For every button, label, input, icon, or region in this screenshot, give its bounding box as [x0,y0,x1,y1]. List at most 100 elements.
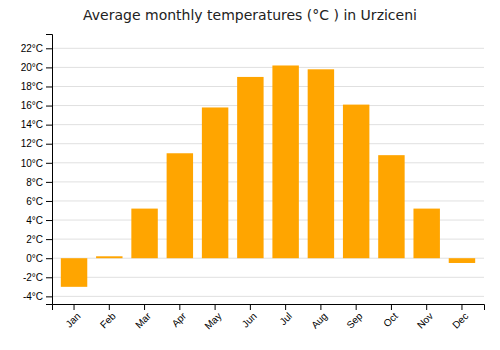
tick-label: 22°C [21,43,43,54]
tick-label: 2°C [26,234,43,245]
tick: 10°C [21,157,52,168]
tick-label: May [202,310,223,331]
tick-label: 10°C [21,157,43,168]
axis-line [53,305,485,311]
tick-mark [46,296,52,297]
tick-label: Mar [133,310,153,330]
tick: 12°C [21,138,52,149]
tick-label: Aug [309,310,329,330]
tick-label: Jan [63,310,82,329]
bar [413,209,439,259]
x-axis: Jan Feb Mar Apr May Jun Jul Aug Sep Oct Nov Dec [53,304,485,332]
tick-label: Sep [344,310,365,331]
tick-label: 14°C [21,119,43,130]
tick-mark [46,106,52,107]
tick-label: 12°C [21,138,43,149]
grid [52,48,484,296]
grid-line [52,200,484,201]
tick-mark [179,304,180,310]
tick-mark [356,304,357,310]
tick-mark [285,304,286,310]
bar [343,105,369,259]
tick: -4°C [23,291,52,302]
grid-line [52,143,484,144]
tick: 0°C [26,253,52,264]
tick-label: 16°C [21,100,43,111]
grid-line [52,296,484,297]
tick-mark [109,304,110,310]
tick: 4°C [26,215,52,226]
tick-mark [46,86,52,87]
grid-line [52,86,484,87]
tick-mark [46,163,52,164]
axis-line [46,35,53,305]
tick-mark [46,182,52,183]
tick-label: 0°C [26,253,43,264]
bar [167,153,193,258]
tick-mark [320,304,321,310]
tick: Feb [98,304,118,330]
tick-mark [46,258,52,259]
bar [131,209,157,259]
tick-label: -4°C [23,291,43,302]
tick: 14°C [21,119,52,130]
tick: -2°C [23,272,52,283]
tick: 6°C [26,196,52,207]
tick-label: Apr [170,310,189,329]
tick-label: 4°C [26,215,43,226]
tick: Nov [415,304,435,331]
bar [237,77,263,258]
grid-line [52,181,484,182]
grid-line [52,124,484,125]
tick: Dec [450,304,470,331]
tick: Jan [63,304,82,330]
tick-mark [250,304,251,310]
bar [378,155,404,258]
tick-label: Dec [450,310,470,330]
bars [61,65,475,286]
tick-mark [46,67,52,68]
tick-mark [215,304,216,310]
tick-mark [391,304,392,310]
tick-mark [46,48,52,49]
tick-mark [144,304,145,310]
tick: Sep [344,304,365,331]
bar [449,258,475,263]
tick-label: 18°C [21,81,43,92]
tick-label: 6°C [26,196,43,207]
tick-mark [46,125,52,126]
bar [96,256,122,258]
tick: 22°C [21,43,52,54]
tick-mark [46,239,52,240]
grid-line [52,105,484,106]
tick-label: 8°C [26,177,43,188]
tick-label: Jun [240,310,259,329]
bar [272,65,298,258]
tick-label: Jul [277,310,294,327]
tick-label: Feb [98,310,118,330]
tick-label: Oct [381,310,400,329]
grid-line [52,162,484,163]
tick-mark [426,304,427,310]
tick-mark [74,304,75,310]
tick: 2°C [26,234,52,245]
tick-mark [46,220,52,221]
tick: 8°C [26,177,52,188]
tick: 18°C [21,81,52,92]
tick-mark [46,277,52,278]
tick: 20°C [21,62,52,73]
y-axis: -4°C -2°C 0°C 2°C 4°C 6°C 8°C 10°C 12°C 14°C 16°C 1… [21,35,53,305]
tick-mark [461,304,462,310]
tick: Jul [277,304,294,327]
tick: Aug [309,304,329,331]
tick: Jun [240,304,259,330]
tick: May [202,304,223,332]
chart: -4°C -2°C 0°C 2°C 4°C 6°C 8°C 10°C 12°C 14°C 16°C 1… [0,0,500,350]
bar [202,107,228,258]
grid-line [52,48,484,49]
tick-label: 20°C [21,62,43,73]
grid-line [52,277,484,278]
tick: 16°C [21,100,52,111]
tick-mark [46,144,52,145]
tick: Oct [381,304,400,329]
